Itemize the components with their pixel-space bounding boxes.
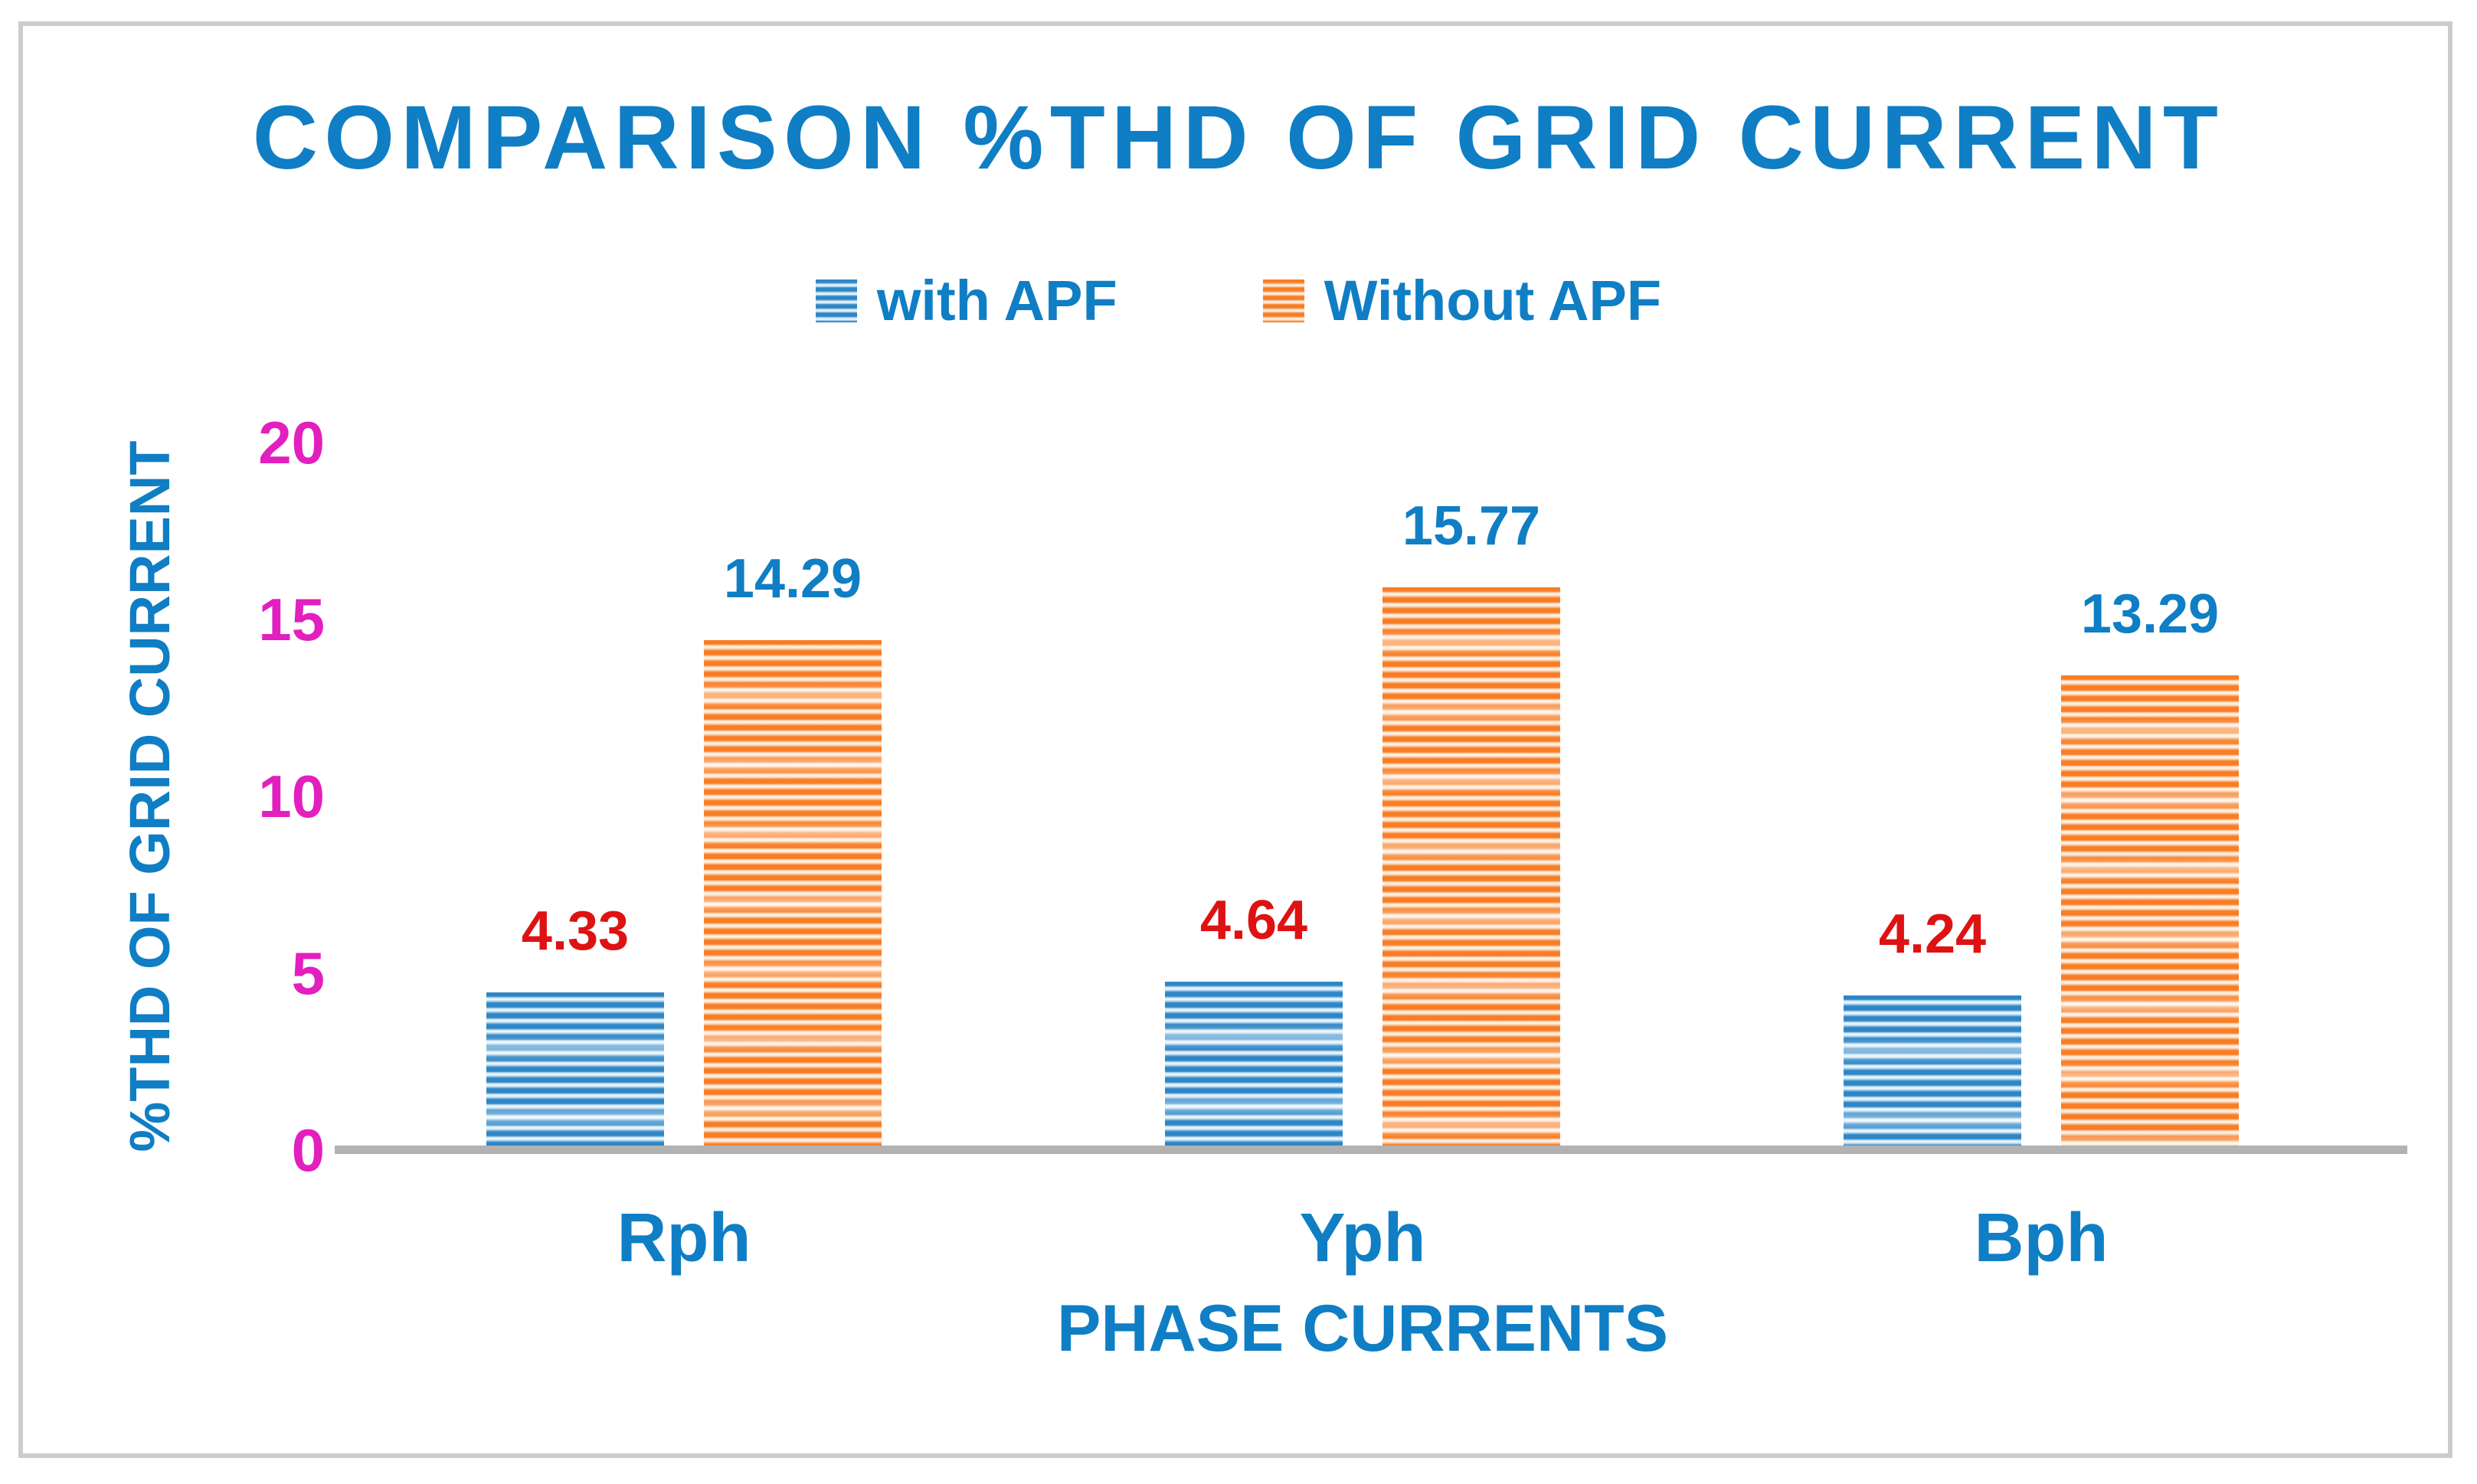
bar-with-apf-bph xyxy=(1844,995,2021,1146)
chart-frame xyxy=(18,21,2452,1458)
bar-value-label-with-apf-yph: 4.64 xyxy=(1199,890,1308,951)
bar-without-apf-yph xyxy=(1382,587,1560,1146)
bar-without-apf-bph xyxy=(2061,675,2239,1146)
legend-item-without-apf: Without APF xyxy=(1262,268,1662,333)
y-tick-label: 5 xyxy=(291,939,325,1007)
y-tick-label: 0 xyxy=(291,1116,325,1184)
x-axis-title: PHASE CURRENTS xyxy=(1057,1292,1668,1365)
bar-with-apf-rph xyxy=(486,992,664,1146)
legend-item-with-apf: with APF xyxy=(815,268,1117,333)
y-tick-label: 10 xyxy=(258,762,325,830)
x-tick-rph: Rph xyxy=(617,1200,751,1276)
bar-value-label-without-apf-rph: 14.29 xyxy=(723,548,862,610)
chart-title: COMPARISON %THD OF GRID CURRENT xyxy=(252,87,2225,188)
x-tick-yph: Yph xyxy=(1299,1200,1426,1276)
legend-swatch-with-apf-icon xyxy=(815,279,857,322)
legend-label-without-apf: Without APF xyxy=(1324,269,1662,332)
bar-value-label-with-apf-bph: 4.24 xyxy=(1878,904,1987,965)
legend: with APF Without APF xyxy=(0,268,2477,333)
y-tick-label: 20 xyxy=(258,408,325,476)
y-tick-label: 15 xyxy=(258,585,325,653)
bar-value-label-with-apf-rph: 4.33 xyxy=(521,901,630,962)
bar-with-apf-yph xyxy=(1165,982,1343,1146)
bar-value-label-without-apf-yph: 15.77 xyxy=(1402,495,1541,557)
bar-without-apf-rph xyxy=(704,640,882,1146)
x-tick-bph: Bph xyxy=(1974,1200,2109,1276)
legend-swatch-without-apf-icon xyxy=(1262,279,1304,322)
bar-value-label-without-apf-bph: 13.29 xyxy=(2080,583,2220,645)
legend-label-with-apf: with APF xyxy=(876,269,1117,332)
x-axis-line xyxy=(335,1146,2407,1154)
